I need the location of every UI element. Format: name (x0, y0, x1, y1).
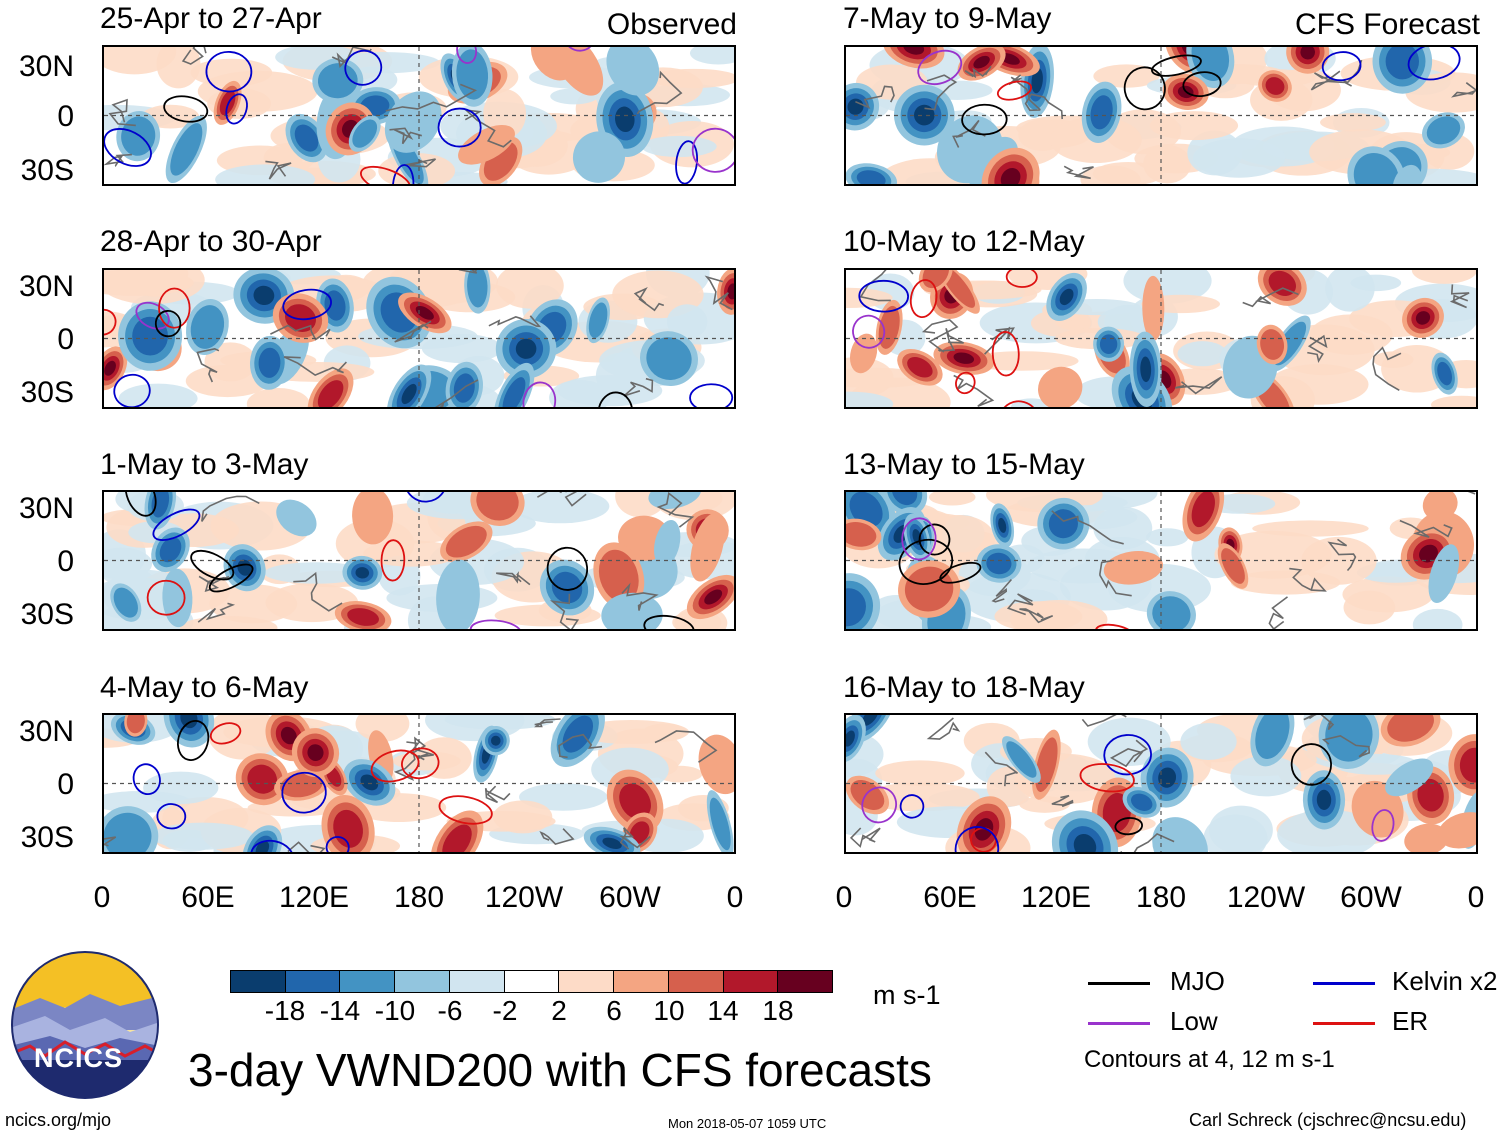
observed-label: Observed (606, 8, 737, 41)
x-tick-label: 120W (484, 881, 564, 914)
legend-line-kelvin (1313, 982, 1375, 985)
colorbar-tick: -14 (319, 995, 361, 1026)
x-tick-label: 60W (599, 881, 661, 914)
map-panel (102, 713, 736, 854)
main-title: 3-day VWND200 with CFS forecasts (188, 1044, 932, 1096)
map-panel (844, 490, 1478, 631)
forecast-label: CFS Forecast (1294, 8, 1480, 41)
panel-title: 25-Apr to 27-Apr (100, 2, 322, 35)
anomaly-map (104, 270, 734, 407)
logo-text: NCICS (34, 1043, 124, 1073)
colorbar-tick: 10 (653, 995, 685, 1026)
x-tick-label: 180 (393, 881, 445, 914)
colorbar-tick: -18 (264, 995, 306, 1026)
map-panel (844, 713, 1478, 854)
legend-label: ER (1392, 1006, 1429, 1036)
y-tick-label: 30S (20, 821, 74, 854)
y-tick-label: 30N (18, 270, 74, 303)
colorbar-tick: 2 (551, 995, 567, 1026)
x-tick-label: 0 (726, 881, 744, 914)
colorbar-tick: 6 (606, 995, 622, 1026)
colorbar-swatch (285, 971, 341, 992)
colorbar-swatch (340, 971, 396, 992)
anomaly-map (104, 492, 734, 629)
panel-title: 7-May to 9-May (843, 2, 1052, 35)
legend-label: Low (1170, 1006, 1218, 1036)
x-tick-label: 60E (181, 881, 235, 914)
anomaly-map (846, 715, 1476, 852)
anomaly-map (846, 270, 1476, 407)
panel-title: 16-May to 18-May (843, 671, 1085, 704)
y-tick-label: 30S (20, 598, 74, 631)
y-tick-label: 30N (18, 50, 74, 83)
panel-title: 4-May to 6-May (100, 671, 309, 704)
anomaly-map (104, 715, 734, 852)
x-tick-label: 120E (278, 881, 350, 914)
anomaly-map (846, 47, 1476, 184)
x-tick-label: 120E (1020, 881, 1092, 914)
y-tick-label: 0 (57, 545, 74, 578)
y-tick-label: 30N (18, 715, 74, 748)
x-tick-label: 0 (93, 881, 111, 914)
colorbar (230, 970, 833, 993)
colorbar-tick: -6 (437, 995, 463, 1026)
colorbar-tick: 18 (762, 995, 794, 1026)
colorbar-tick: 14 (707, 995, 739, 1026)
panel-title: 13-May to 15-May (843, 448, 1085, 481)
y-tick-label: 0 (57, 768, 74, 801)
footer-timestamp: Mon 2018-05-07 1059 UTC (668, 1116, 827, 1131)
colorbar-swatch (395, 971, 450, 992)
x-tick-label: 0 (835, 881, 853, 914)
x-tick-label: 60E (923, 881, 977, 914)
x-tick-label: 60W (1340, 881, 1402, 914)
panel-title: 28-Apr to 30-Apr (100, 225, 322, 258)
map-panel (844, 268, 1478, 409)
anomaly-map (846, 492, 1476, 629)
colorbar-swatch (668, 971, 724, 992)
footer-url[interactable]: ncics.org/mjo (5, 1110, 112, 1130)
colorbar-swatch (504, 971, 560, 992)
colorbar-swatch (449, 971, 505, 992)
anomaly-map (104, 47, 734, 184)
x-tick-label: 120W (1226, 881, 1306, 914)
legend-line-mjo (1088, 982, 1150, 985)
panel-title: 10-May to 12-May (843, 225, 1085, 258)
ncics-logo (11, 951, 159, 1099)
legend-note: Contours at 4, 12 m s-1 (1084, 1046, 1335, 1073)
map-panel (844, 45, 1478, 186)
y-tick-label: 0 (57, 100, 74, 133)
x-tick-label: 0 (1467, 881, 1485, 914)
legend-label: Kelvin x2 (1392, 966, 1498, 996)
y-tick-label: 30N (18, 492, 74, 525)
footer-credit: Carl Schreck (cjschrec@ncsu.edu) (1189, 1110, 1467, 1130)
legend-line-er (1313, 1022, 1375, 1025)
colorbar-tick: -2 (492, 995, 518, 1026)
colorbar-swatch (614, 971, 669, 992)
y-tick-label: 30S (20, 376, 74, 409)
colorbar-tick: -10 (374, 995, 416, 1026)
colorbar-units: m s-1 (873, 980, 941, 1010)
panel-title: 1-May to 3-May (100, 448, 309, 481)
map-panel (102, 45, 736, 186)
colorbar-swatch (723, 971, 779, 992)
colorbar-swatch (778, 971, 833, 992)
map-panel (102, 490, 736, 631)
x-tick-label: 180 (1135, 881, 1187, 914)
colorbar-swatch (559, 971, 615, 992)
map-panel (102, 268, 736, 409)
y-tick-label: 30S (20, 154, 74, 187)
y-tick-label: 0 (57, 323, 74, 356)
colorbar-swatch (231, 971, 286, 992)
legend-label: MJO (1170, 966, 1225, 996)
legend-line-low (1088, 1022, 1150, 1025)
